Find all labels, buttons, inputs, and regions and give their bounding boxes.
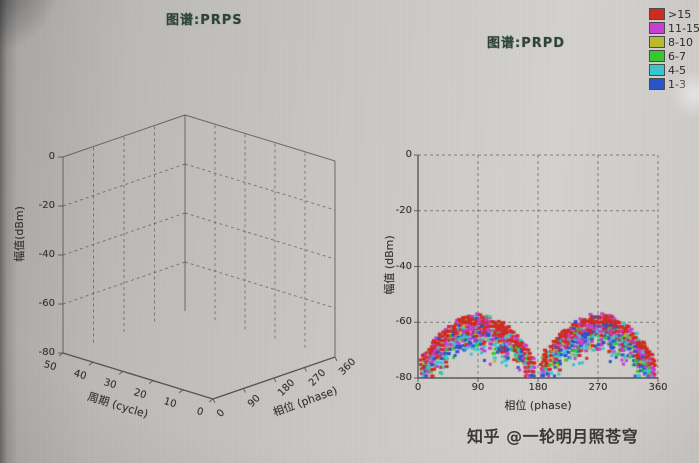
legend-swatch	[649, 64, 665, 76]
legend-item: 6-7	[649, 49, 699, 63]
prpd-y-axis-label: 幅值 (dBm)	[383, 235, 396, 295]
cycle-tick-mark	[178, 389, 184, 394]
phase-tick-mark	[212, 398, 216, 404]
prpd-title: 图谱:PRPD	[487, 36, 566, 51]
legend-swatch	[649, 36, 665, 48]
legend-swatch	[649, 22, 665, 34]
legend-label: 6-7	[668, 49, 686, 63]
cycle-tick-mark	[208, 398, 214, 403]
legend-item: 8-10	[649, 35, 699, 49]
legend-label: 4-5	[668, 63, 686, 77]
legend-label: 8-10	[668, 35, 693, 49]
prps-title: 图谱:PRPS	[166, 13, 243, 28]
legend-label: 11-15	[668, 21, 699, 35]
prps-z-axis-label: 幅值(dBm)	[13, 206, 26, 262]
phase-tick-mark	[243, 388, 246, 393]
count-legend: >15 11-15 8-10 6-7 4-5 1-3	[649, 7, 699, 91]
cycle-tick-mark	[88, 361, 94, 366]
phase-tick-mark	[304, 367, 307, 372]
legend-item: 11-15	[649, 21, 699, 35]
phase-tick-mark	[334, 356, 338, 362]
legend-item: 4-5	[649, 63, 699, 77]
phase-tick-mark	[273, 377, 277, 383]
cycle-tick-mark	[58, 352, 64, 357]
zhihu-watermark: 知乎 @一轮明月照苍穹	[467, 427, 639, 446]
legend-label: 1-3	[668, 77, 686, 91]
cycle-tick-mark	[148, 380, 154, 385]
prpd-x-axis-label: 相位 (phase)	[504, 399, 572, 412]
legend-swatch	[649, 8, 665, 20]
legend-item: 1-3	[649, 77, 699, 91]
legend-swatch	[649, 78, 665, 90]
legend-label: >15	[668, 7, 692, 21]
legend-swatch	[649, 50, 665, 62]
legend-item: >15	[649, 7, 699, 21]
cycle-tick-mark	[118, 370, 124, 375]
